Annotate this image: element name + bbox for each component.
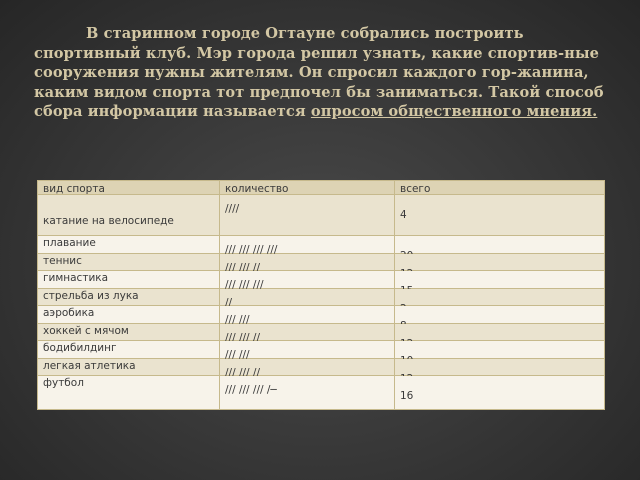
sport-cell: гимнастика xyxy=(37,270,220,289)
header-total: всего xyxy=(394,179,605,196)
total-cell: 2 xyxy=(394,287,605,314)
slide-paragraph: В старинном городе Огтауне собрались пос… xyxy=(34,24,614,122)
survey-table: вид спорта количество всего катание на в… xyxy=(37,179,605,410)
total-cell: 8 xyxy=(394,305,605,332)
tally-cell: /// /// /// /─ xyxy=(219,375,395,410)
sport-cell: катание на велосипеде xyxy=(37,194,220,237)
tally-cell: // xyxy=(219,287,395,308)
tally-cell: /// /// /// xyxy=(219,270,395,291)
sport-cell: футбол xyxy=(37,375,220,410)
underlined-term: опросом общественного мнения. xyxy=(310,103,598,121)
table-row: аэробика /// /// 8 xyxy=(37,305,605,332)
sport-cell: плавание xyxy=(37,235,220,254)
table-row: теннис /// /// // 12 xyxy=(37,252,605,279)
tally-cell: /// /// // xyxy=(219,357,395,378)
table-row: стрельба из лука // 2 xyxy=(37,287,605,314)
header-tally: количество xyxy=(219,179,395,196)
table-row: бодибилдинг /// /// 10 xyxy=(37,340,605,367)
total-cell: 12 xyxy=(394,252,605,279)
tally-cell: /// /// /// /// xyxy=(219,235,395,256)
table-row: футбол /// /// /// /─ 16 xyxy=(37,375,605,410)
table-header-row: вид спорта количество всего xyxy=(37,179,605,196)
total-cell: 10 xyxy=(394,340,605,367)
table-row: хоккей с мячом /// /// // 12 xyxy=(37,322,605,349)
header-sport: вид спорта xyxy=(37,179,220,196)
table-row: плавание /// /// /// /// 20 xyxy=(37,235,605,262)
sport-cell: аэробика xyxy=(37,305,220,324)
total-cell: 15 xyxy=(394,270,605,297)
tally-cell: /// /// // xyxy=(219,252,395,273)
sport-cell: легкая атлетика xyxy=(37,357,220,377)
tally-cell: /// /// xyxy=(219,340,395,361)
total-cell: 12 xyxy=(394,322,605,349)
paragraph-text: В старинном городе Огтауне собрались пос… xyxy=(34,25,604,121)
total-cell: 20 xyxy=(394,235,605,262)
table-row: гимнастика /// /// /// 15 xyxy=(37,270,605,297)
sport-cell: стрельба из лука xyxy=(37,287,220,307)
sport-cell: хоккей с мячом xyxy=(37,322,220,342)
table-row: легкая атлетика /// /// // 12 xyxy=(37,357,605,384)
tally-cell: /// /// // xyxy=(219,322,395,343)
sport-cell: бодибилдинг xyxy=(37,340,220,359)
total-cell: 16 xyxy=(394,375,605,410)
sport-cell: теннис xyxy=(37,252,220,272)
tally-cell: /// /// xyxy=(219,305,395,326)
table-row: катание на велосипеде //// 4 xyxy=(37,194,605,237)
total-cell: 4 xyxy=(394,194,605,237)
tally-cell: //// xyxy=(219,194,395,237)
total-cell: 12 xyxy=(394,357,605,384)
